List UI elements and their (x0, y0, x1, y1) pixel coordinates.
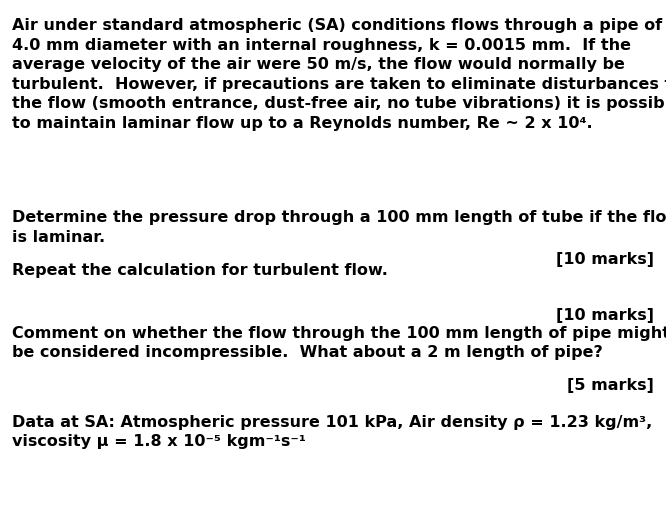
Text: [5 marks]: [5 marks] (567, 378, 654, 393)
Text: Data at SA: Atmospheric pressure 101 kPa, Air density ρ = 1.23 kg/m³,
viscosity : Data at SA: Atmospheric pressure 101 kPa… (12, 415, 652, 449)
Text: [10 marks]: [10 marks] (556, 308, 654, 323)
Text: Comment on whether the flow through the 100 mm length of pipe might
be considere: Comment on whether the flow through the … (12, 326, 666, 360)
Text: Air under standard atmospheric (SA) conditions flows through a pipe of
4.0 mm di: Air under standard atmospheric (SA) cond… (12, 18, 666, 131)
Text: [10 marks]: [10 marks] (556, 252, 654, 267)
Text: Determine the pressure drop through a 100 mm length of tube if the flow
is lamin: Determine the pressure drop through a 10… (12, 210, 666, 245)
Text: Repeat the calculation for turbulent flow.: Repeat the calculation for turbulent flo… (12, 263, 388, 278)
